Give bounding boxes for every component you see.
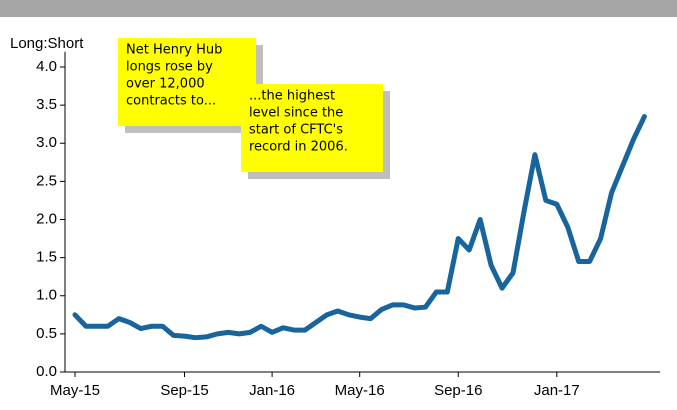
x-tick-label: Sep-15 xyxy=(160,382,208,399)
x-tick-label: May-15 xyxy=(50,382,100,399)
y-tick-label: 2.0 xyxy=(36,210,57,227)
title-bar xyxy=(0,0,677,17)
y-tick-label: 0.5 xyxy=(36,325,57,342)
callout-text: start of CFTC's xyxy=(249,123,343,138)
callout-text: over 12,000 xyxy=(126,77,205,92)
x-tick-label: May-16 xyxy=(335,382,385,399)
callout-box xyxy=(118,38,256,126)
callout-text: level since the xyxy=(249,106,343,121)
y-axis-label: Long:Short xyxy=(10,35,84,52)
y-tick-label: 3.5 xyxy=(36,96,57,113)
x-tick-label: Jan-16 xyxy=(249,382,295,399)
callout-text: record in 2006. xyxy=(249,140,348,155)
y-tick-label: 2.5 xyxy=(36,172,57,189)
y-tick-label: 1.5 xyxy=(36,249,57,266)
y-tick-label: 0.0 xyxy=(36,363,57,380)
callout-text: contracts to... xyxy=(126,94,216,109)
y-tick-label: 4.0 xyxy=(36,58,57,75)
x-tick-label: Jan-17 xyxy=(534,382,580,399)
x-tick-label: Sep-16 xyxy=(434,382,482,399)
line-series xyxy=(72,114,647,341)
callout-box xyxy=(241,84,383,172)
callout-text: ...the highest xyxy=(249,89,335,104)
callout-text: Net Henry Hub xyxy=(126,43,222,58)
callout-text: longs rose by xyxy=(126,60,213,75)
y-tick-label: 3.0 xyxy=(36,134,57,151)
y-tick-label: 1.0 xyxy=(36,287,57,304)
